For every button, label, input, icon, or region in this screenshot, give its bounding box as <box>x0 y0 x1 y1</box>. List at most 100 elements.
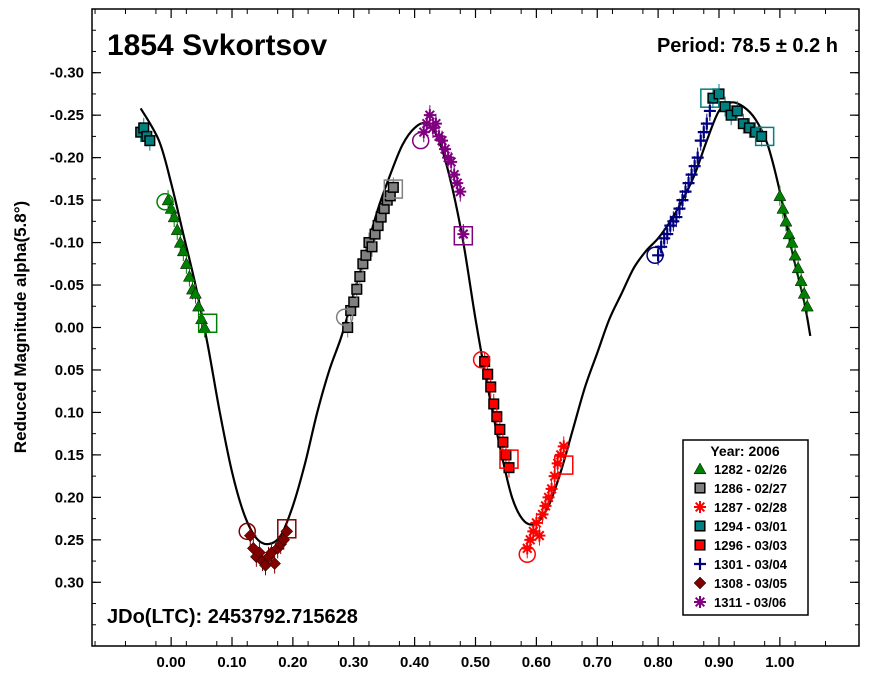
data-point <box>685 168 698 181</box>
phase-end-marker <box>453 226 474 246</box>
legend-marker <box>694 596 706 608</box>
data-point <box>536 508 549 521</box>
data-point <box>700 117 713 130</box>
data-point <box>387 181 399 193</box>
data-point <box>673 202 686 215</box>
y-tick-label: 0.00 <box>55 320 84 337</box>
phase-end-marker <box>554 455 574 475</box>
data-point <box>445 155 458 168</box>
legend-marker <box>694 520 706 532</box>
data-point <box>485 381 497 393</box>
legend-label: 1286 - 02/27 <box>714 481 787 496</box>
phase-end-marker <box>754 126 775 147</box>
axis-ticks: 0.00 0.10 0.20 0.30 0.40 0.50 0.60 0.70 0.80 0.90… <box>50 8 859 671</box>
x-tick-label: 0.50 <box>461 654 490 671</box>
data-point <box>551 457 564 470</box>
data-point <box>548 470 561 483</box>
data-point <box>539 499 552 512</box>
data-point <box>417 126 430 139</box>
data-point <box>661 228 674 241</box>
data-point <box>451 177 464 190</box>
fit-curve <box>139 101 812 546</box>
data-point <box>703 104 716 117</box>
y-axis-label: Reduced Magnitude alpha(5.8°) <box>11 201 30 453</box>
x-tick-label: 0.30 <box>339 654 368 671</box>
phase-start-marker <box>646 246 664 265</box>
y-tick-label: -0.15 <box>50 192 84 209</box>
phase-end-marker <box>197 313 218 334</box>
data-point <box>366 241 378 253</box>
phase-start-marker <box>335 308 354 327</box>
data-point <box>719 101 731 113</box>
y-tick-label: -0.05 <box>50 277 84 294</box>
data-point <box>773 189 787 201</box>
x-tick-label: 0.00 <box>157 654 186 671</box>
legend-label: 1282 - 02/26 <box>714 462 787 477</box>
data-point <box>439 143 452 156</box>
data-point <box>497 436 509 448</box>
legend-marker <box>694 558 706 570</box>
x-tick-label: 0.60 <box>522 654 551 671</box>
chart-title: 1854 Svkortsov <box>107 29 327 62</box>
data-point <box>688 160 701 173</box>
phase-start-marker <box>472 351 491 369</box>
x-tick-label: 0.90 <box>704 654 733 671</box>
data-point <box>521 542 534 555</box>
data-point <box>670 211 683 224</box>
data-point <box>785 236 799 248</box>
data-point <box>800 299 814 312</box>
y-tick-label: 0.20 <box>55 489 84 506</box>
data-point <box>756 130 768 142</box>
data-point <box>794 274 808 286</box>
data-point <box>423 109 436 122</box>
legend-label: 1287 - 02/28 <box>714 500 787 515</box>
legend-label: 1301 - 03/04 <box>714 557 788 572</box>
data-point <box>482 368 494 380</box>
phase-start-marker <box>411 131 430 150</box>
data-point <box>779 214 793 227</box>
y-tick-label: -0.25 <box>50 107 84 124</box>
phase-end-marker <box>499 449 519 469</box>
data-point <box>189 287 202 299</box>
data-point <box>454 185 467 198</box>
legend-label: 1308 - 03/05 <box>714 576 787 591</box>
data-point <box>533 529 546 542</box>
y-tick-label: 0.30 <box>55 574 84 591</box>
legend-marker <box>694 539 706 551</box>
data-point <box>554 448 567 461</box>
data-point <box>694 134 707 147</box>
fit-curve-group <box>139 101 812 546</box>
data-point <box>494 423 506 435</box>
y-tick-label: 0.10 <box>55 404 84 421</box>
phase-end-marker <box>383 179 404 199</box>
legend-marker <box>693 576 707 590</box>
data-point <box>691 151 704 164</box>
y-tick-label: -0.10 <box>50 235 84 252</box>
phase-start-marker <box>156 193 174 211</box>
data-point <box>682 177 695 190</box>
data-point <box>530 516 543 529</box>
data-points <box>135 83 814 576</box>
data-point <box>542 491 555 504</box>
data-point <box>491 411 503 423</box>
x-tick-label: 0.80 <box>644 654 673 671</box>
y-tick-label: 0.25 <box>55 532 84 549</box>
data-point <box>342 321 354 334</box>
data-point <box>524 533 537 546</box>
x-tick-label: 0.20 <box>278 654 307 671</box>
data-point <box>348 296 360 308</box>
data-point <box>652 249 665 262</box>
phase-start-marker <box>238 522 256 541</box>
data-point <box>167 210 181 223</box>
data-point <box>192 299 205 312</box>
data-point <box>527 525 540 538</box>
data-point <box>557 440 570 453</box>
legend-label: 1294 - 03/01 <box>714 519 787 534</box>
y-tick-label: 0.15 <box>55 447 84 464</box>
legend-marker <box>694 482 706 494</box>
data-point <box>179 257 193 269</box>
data-point <box>360 249 372 261</box>
legend-marker <box>693 462 707 475</box>
data-point <box>488 398 500 410</box>
